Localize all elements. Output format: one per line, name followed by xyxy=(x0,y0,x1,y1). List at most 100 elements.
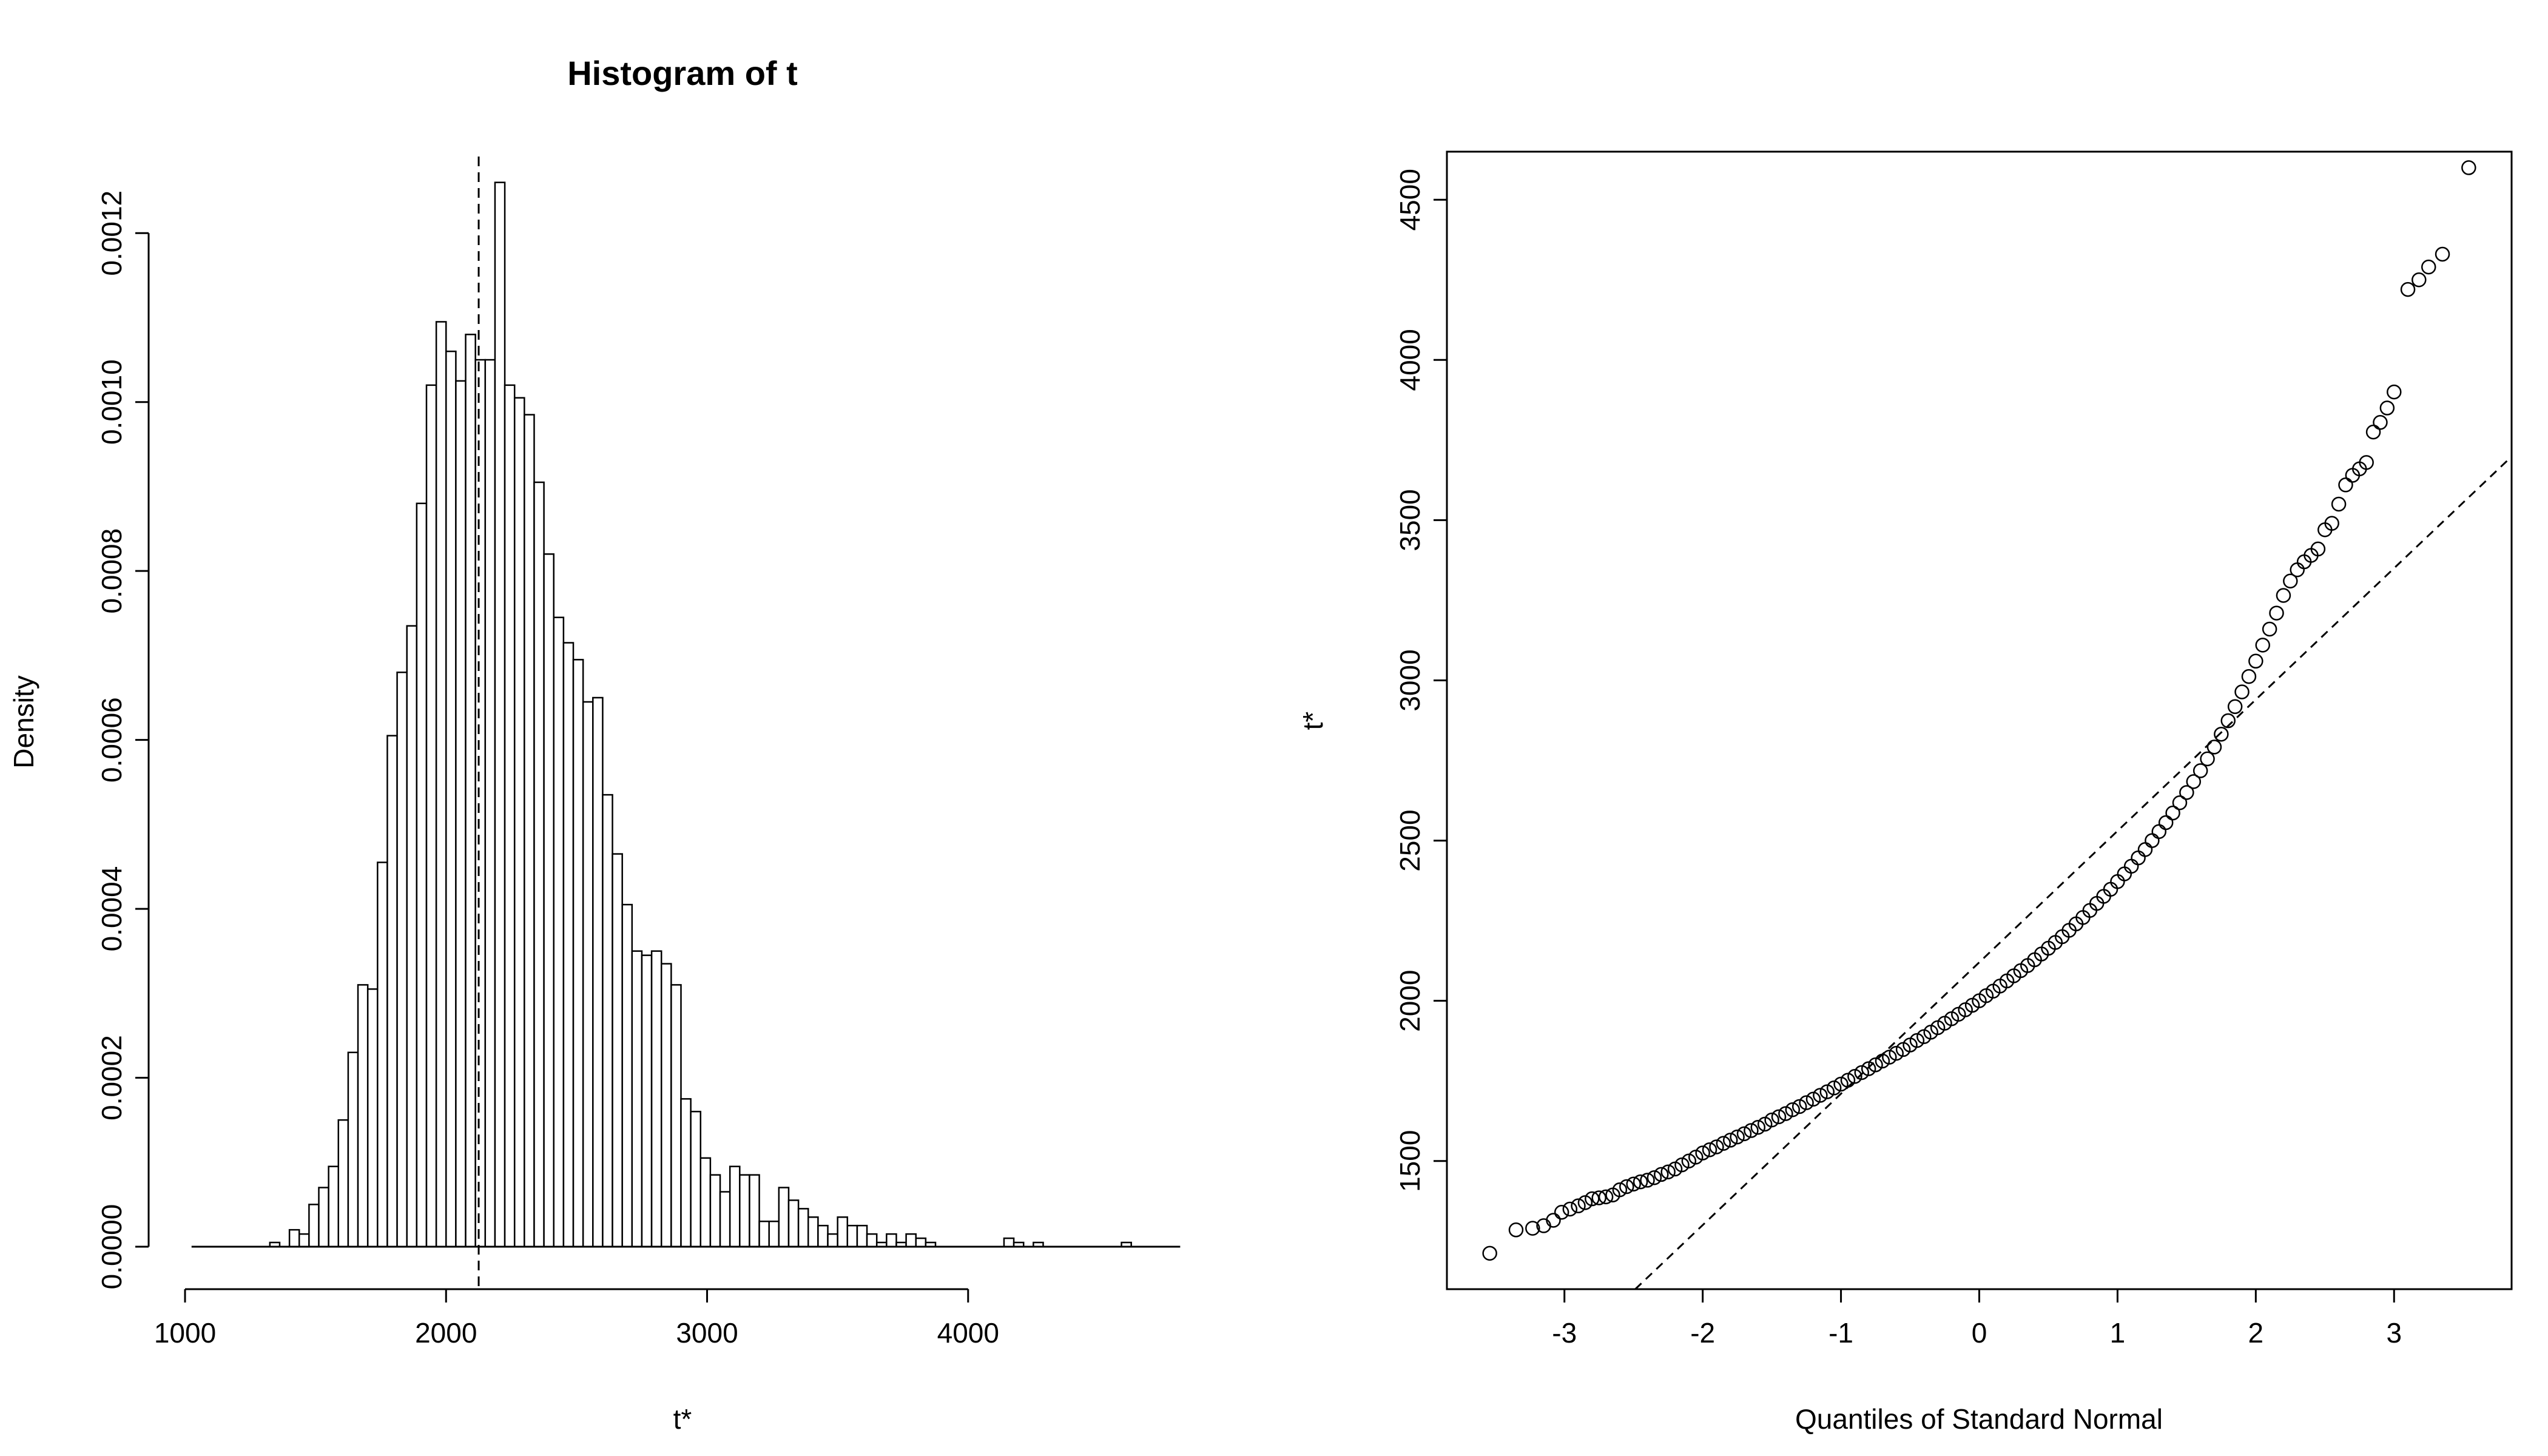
qq-x-tick-label: -1 xyxy=(1828,1317,1853,1349)
histogram-y-tick-label: 0.0006 xyxy=(96,697,127,783)
histogram-x-tick-label: 3000 xyxy=(676,1317,738,1349)
histogram-bar xyxy=(729,1165,741,1248)
histogram-y-tick-label: 0.0012 xyxy=(96,190,127,276)
qq-plot-frame xyxy=(1446,150,2513,1290)
qq-point xyxy=(1546,1213,1561,1228)
histogram-bar xyxy=(318,1187,329,1248)
qq-y-axis: 1500 2000 2500 3000 3500 4000 4500 xyxy=(1394,169,1447,1192)
qq-x-axis: -3 -2 -1 0 1 2 3 xyxy=(1552,1289,2402,1349)
histogram-bar xyxy=(288,1228,300,1248)
histogram-bar xyxy=(837,1216,849,1248)
histogram-bar xyxy=(650,950,662,1248)
qq-point xyxy=(2234,684,2250,699)
qq-point xyxy=(2117,866,2132,881)
qq-point xyxy=(2338,477,2353,493)
qq-point xyxy=(2158,815,2174,831)
qq-point xyxy=(2324,516,2339,531)
qq-point xyxy=(1861,1061,1876,1076)
qq-point xyxy=(1660,1164,1676,1179)
qq-point xyxy=(1909,1033,1925,1048)
histogram-y-tick-label: 0.0008 xyxy=(96,528,127,614)
qq-y-tick-label: 1500 xyxy=(1394,1130,1426,1192)
qq-y-tick-label: 4000 xyxy=(1394,329,1426,391)
qq-point xyxy=(1799,1095,1814,1110)
histogram-x-tick-label: 1000 xyxy=(154,1317,216,1349)
qq-point xyxy=(1612,1182,1628,1198)
qq-point xyxy=(2179,785,2194,800)
histogram-bar xyxy=(1003,1237,1015,1248)
histogram-bar xyxy=(592,696,604,1248)
histogram-bar xyxy=(709,1174,721,1248)
qq-x-tick-label: 3 xyxy=(2386,1317,2402,1349)
qq-point xyxy=(2373,415,2388,430)
histogram-y-axis-label: Density xyxy=(8,675,39,768)
histogram-bar xyxy=(533,481,545,1248)
histogram-bar xyxy=(807,1216,819,1248)
qq-point xyxy=(2461,160,2476,175)
qq-points xyxy=(1482,160,2476,1261)
qq-point xyxy=(2241,669,2257,684)
qq-point xyxy=(2220,713,2236,729)
histogram-bar xyxy=(866,1233,878,1248)
qq-point xyxy=(2192,763,2208,778)
histogram-bar xyxy=(553,616,565,1248)
qq-point xyxy=(1681,1153,1697,1168)
histogram-bar xyxy=(435,321,447,1248)
histogram-y-tick-label: 0.0002 xyxy=(96,1035,127,1121)
qq-point xyxy=(1633,1174,1648,1190)
qq-point xyxy=(1744,1123,1759,1138)
qq-point xyxy=(1525,1221,1540,1236)
histogram-bar xyxy=(465,334,476,1248)
qq-point xyxy=(2262,621,2277,637)
histogram-bar xyxy=(768,1220,780,1248)
qq-point xyxy=(1716,1136,1731,1151)
histogram-bar xyxy=(298,1233,310,1248)
qq-point xyxy=(1591,1190,1606,1205)
qq-point xyxy=(2165,805,2180,821)
histogram-bar xyxy=(494,181,506,1248)
qq-point xyxy=(1571,1198,1586,1213)
histogram-y-tick-label: 0.0004 xyxy=(96,866,127,952)
qq-y-tick-label: 3500 xyxy=(1394,489,1426,551)
histogram-bar xyxy=(513,397,525,1248)
histogram-bar xyxy=(425,384,437,1248)
qq-point xyxy=(1764,1112,1779,1128)
qq-point xyxy=(1791,1099,1807,1114)
qq-point xyxy=(2412,272,2427,288)
histogram-bar xyxy=(416,502,428,1248)
histogram-bar xyxy=(347,1051,359,1248)
qq-point xyxy=(1882,1050,1897,1065)
qq-point xyxy=(1695,1145,1710,1161)
histogram-bar xyxy=(572,659,584,1248)
qq-point xyxy=(1702,1142,1717,1158)
qq-point xyxy=(2331,496,2347,512)
qq-point xyxy=(1626,1176,1641,1192)
qq-point xyxy=(2200,751,2215,767)
qq-point xyxy=(1640,1173,1655,1188)
histogram-bar xyxy=(455,380,467,1248)
qq-y-tick-label: 2000 xyxy=(1394,969,1426,1031)
qq-point xyxy=(1508,1222,1524,1238)
qq-point xyxy=(2276,588,2291,603)
qq-y-tick-label: 3000 xyxy=(1394,649,1426,711)
qq-point xyxy=(1819,1084,1835,1099)
histogram-bar xyxy=(621,903,633,1248)
qq-point xyxy=(2186,774,2202,789)
histogram-bar xyxy=(377,861,388,1248)
qq-point xyxy=(2131,850,2146,866)
histogram-bar xyxy=(670,984,682,1248)
qq-point xyxy=(1482,1245,1497,1261)
histogram-y-tick-label: 0.0010 xyxy=(96,359,127,445)
histogram-bar xyxy=(357,984,369,1248)
qq-x-axis-label: Quantiles of Standard Normal xyxy=(1795,1403,2163,1435)
histogram-bar xyxy=(758,1220,770,1248)
qq-point xyxy=(2290,562,2305,578)
histogram-bar xyxy=(524,414,535,1248)
histogram-bar xyxy=(328,1165,340,1248)
qq-point xyxy=(1554,1204,1569,1220)
qq-point xyxy=(2435,246,2450,262)
qq-point xyxy=(2227,699,2243,715)
histogram-bar xyxy=(886,1233,897,1248)
qq-x-tick-label: 0 xyxy=(1972,1317,1987,1349)
qq-point xyxy=(1674,1157,1690,1173)
